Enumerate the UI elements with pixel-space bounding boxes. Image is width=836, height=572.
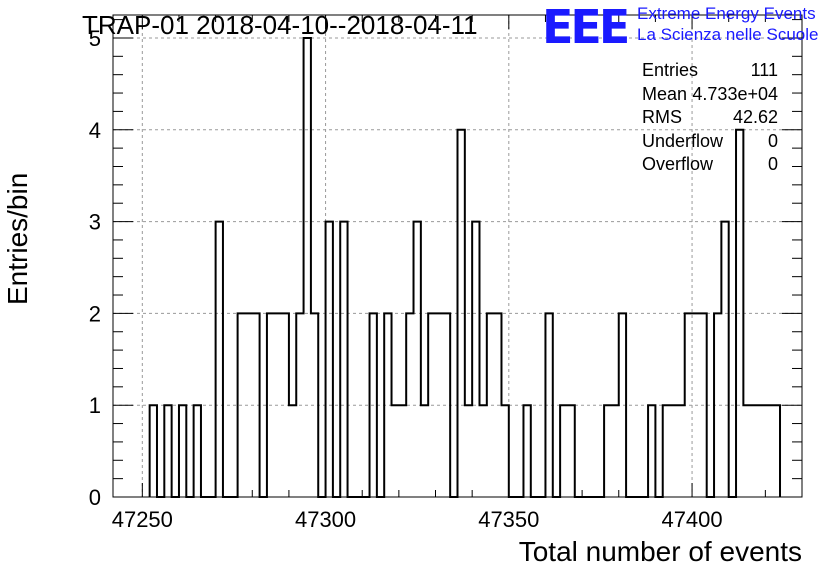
stats-row-entries: Entries 111 [642,60,778,84]
stats-key: Entries [642,60,699,80]
y-tick-label: 4 [89,118,101,143]
stats-box: Entries 111 Mean 4.733e+04 RMS 42.62 Und… [642,60,778,178]
y-tick-label: 5 [89,26,101,51]
chart-title: TRAP-01 2018-04-10--2018-04-11 [82,10,478,40]
plot-frame [112,14,803,498]
stats-key: RMS [642,107,682,127]
stats-row-overflow: Overflow 0 [642,154,778,178]
stats-row-mean: Mean 4.733e+04 [642,84,778,108]
stats-value: 4.733e+04 [692,83,778,104]
x-tick-label: 47350 [478,507,539,532]
x-tick-label: 47400 [661,507,722,532]
stats-key: Underflow [642,130,724,151]
y-tick-label: 3 [89,210,101,235]
stats-key: Mean [642,83,688,104]
stats-row-underflow: Underflow 0 [642,131,778,155]
logo-text-line1: Extreme Energy Events [637,4,816,23]
y-axis-label: Entries/bin [2,172,33,305]
stats-value: 0 [767,154,778,174]
stats-value: 42.62 [732,107,778,127]
stats-row-rms: RMS 42.62 [642,107,778,131]
logo-text-line2: La Scienza nelle Scuole [637,25,819,44]
eee-logo: EEE [542,0,630,54]
x-tick-label: 47250 [112,507,173,532]
y-tick-label: 1 [89,393,101,418]
stats-value: 111 [750,60,778,80]
y-tick-label: 0 [89,485,101,510]
stats-key: Overflow [642,154,714,174]
y-tick-label: 2 [89,301,101,326]
x-tick-label: 47300 [295,507,356,532]
stats-value: 0 [767,130,778,151]
x-axis-label: Total number of events [518,536,802,567]
